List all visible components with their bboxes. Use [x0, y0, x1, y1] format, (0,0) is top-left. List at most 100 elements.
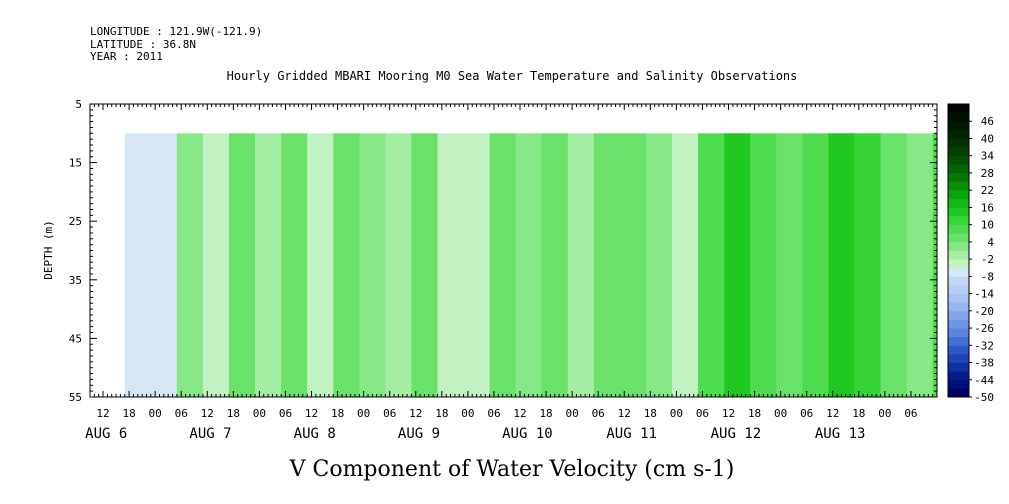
colorbar-label: -2: [981, 253, 994, 266]
y-tick-label: 35: [69, 274, 82, 287]
colorbar-frame: [947, 103, 970, 398]
colorbar-swatch: [948, 155, 969, 165]
heatmap-cell: [750, 133, 777, 398]
colorbar-label: 28: [981, 167, 994, 180]
heatmap-cell: [672, 133, 699, 398]
x-hour-tick-label: 06: [696, 407, 709, 420]
x-day-label: AUG 6: [85, 426, 127, 442]
x-hour-tick-label: 18: [435, 407, 448, 420]
y-tick-label: 15: [69, 157, 82, 170]
chart-title: Hourly Gridded MBARI Mooring M0 Sea Wate…: [227, 69, 798, 83]
colorbar-swatch: [948, 138, 969, 148]
heatmap-cell: [489, 133, 517, 398]
x-hour-tick-label: 00: [461, 407, 474, 420]
colorbar-swatch: [948, 319, 969, 329]
colorbar-label: -26: [974, 322, 994, 335]
colorbar-label: -8: [981, 270, 994, 283]
x-hour-tick-label: 18: [227, 407, 240, 420]
heatmap-cell: [255, 133, 282, 398]
heatmap-cell: [515, 133, 543, 398]
y-axis-label: DEPTH (m): [42, 220, 55, 280]
colorbar-swatch: [948, 371, 969, 381]
x-hour-tick-label: 18: [539, 407, 552, 420]
heatmap-cell: [802, 133, 829, 398]
heatmap-cell: [776, 133, 803, 398]
heatmap-cell: [828, 133, 855, 398]
colorbar-label: -20: [974, 305, 994, 318]
x-day-label: AUG 7: [189, 426, 231, 442]
colorbar-swatch: [948, 190, 969, 200]
colorbar-label: -14: [974, 288, 994, 301]
heatmap-cell: [880, 133, 908, 398]
heatmap-cell: [463, 133, 491, 398]
x-day-label: AUG 10: [502, 426, 553, 442]
y-axis-ticks: 5 15 25 35 45 55: [69, 98, 937, 404]
x-hour-tick-label: 12: [201, 407, 214, 420]
y-tick-label: 25: [69, 215, 82, 228]
x-hour-tick-label: 18: [852, 407, 865, 420]
x-hour-tick-label: 06: [800, 407, 813, 420]
x-hour-tick-label: 18: [644, 407, 657, 420]
colorbar-swatch: [948, 129, 969, 139]
colorbar-swatch: [948, 353, 969, 363]
heatmap-cell: [724, 133, 751, 398]
colorbar-label: 46: [981, 115, 994, 128]
heatmap-cell: [854, 133, 882, 398]
colorbar-swatch: [948, 302, 969, 312]
colorbar-label: 34: [981, 150, 995, 163]
heatmap-area: [124, 133, 938, 398]
colorbar-swatch: [948, 172, 969, 182]
colorbar-swatch: [948, 362, 969, 372]
colorbar-swatch: [948, 250, 969, 260]
colorbar-label: -32: [974, 339, 994, 352]
x-hour-tick-label: 06: [592, 407, 605, 420]
colorbar-label: 4: [987, 236, 994, 249]
x-day-label: AUG 11: [606, 426, 657, 442]
x-day-label: AUG 8: [294, 426, 336, 442]
x-hour-tick-label: 12: [722, 407, 735, 420]
x-hour-tick-label: 00: [774, 407, 787, 420]
x-hour-tick-label: 12: [96, 407, 109, 420]
x-hour-tick-label: 18: [748, 407, 761, 420]
colorbar-swatch: [948, 112, 969, 122]
x-hour-tick-label: 06: [175, 407, 188, 420]
colorbar-swatch: [948, 379, 969, 389]
colorbar-swatch: [948, 147, 969, 157]
variable-title: V Component of Water Velocity (cm s-1): [289, 457, 735, 482]
heatmap-cell: [124, 133, 152, 398]
colorbar-swatch: [948, 181, 969, 191]
colorbar-swatch: [948, 104, 969, 113]
heatmap-cell: [176, 133, 204, 398]
x-hour-tick-label: 06: [487, 407, 500, 420]
x-day-label: AUG 9: [398, 426, 440, 442]
colorbar-swatch: [948, 328, 969, 337]
x-hour-tick-label: 12: [305, 407, 318, 420]
x-hour-tick-label: 00: [253, 407, 266, 420]
year-label: YEAR : 2011: [90, 50, 163, 63]
heatmap-cell: [411, 133, 438, 398]
heatmap-cell: [333, 133, 360, 398]
y-tick-label: 45: [69, 332, 82, 345]
heatmap-cell: [228, 133, 256, 398]
heatmap-cell: [202, 133, 230, 398]
heatmap-cell: [906, 133, 934, 398]
x-day-label: AUG 13: [815, 426, 866, 442]
colorbar-label: -50: [974, 391, 994, 404]
x-hour-tick-label: 00: [670, 407, 683, 420]
x-hour-tick-label: 06: [383, 407, 396, 420]
colorbar-swatch: [948, 336, 969, 346]
heatmap-cell: [385, 133, 412, 398]
x-hour-tick-label: 12: [409, 407, 422, 420]
colorbar-swatch: [948, 345, 969, 355]
colorbar-label: 22: [981, 184, 994, 197]
colorbar-label: -44: [974, 374, 994, 387]
colorbar-label: 40: [981, 132, 994, 145]
colorbar-swatch: [948, 164, 969, 174]
heatmap-cell: [698, 133, 725, 398]
colorbar: 46 40 34 28 22 16 10 4 -2 -8 -14 -20 -26 -32 -38 -44 -50: [947, 103, 995, 404]
x-hour-tick-label: 00: [566, 407, 579, 420]
heatmap-cell: [645, 133, 673, 398]
heatmap-cell: [567, 133, 595, 398]
colorbar-swatch: [948, 207, 969, 217]
